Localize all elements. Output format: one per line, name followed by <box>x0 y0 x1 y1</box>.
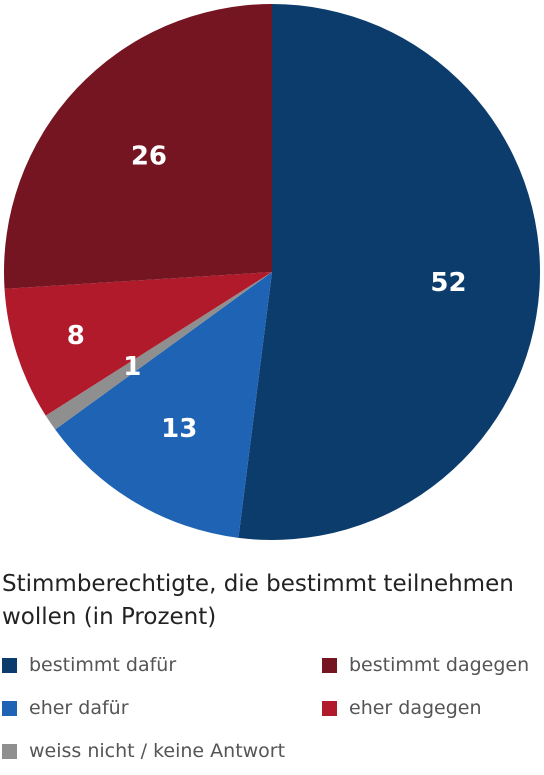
chart-title: Stimmberechtigte, die bestimmt teilnehme… <box>2 571 514 630</box>
legend-item-bestimmt-dafür: bestimmt dafür <box>2 654 176 676</box>
legend-label: eher dagegen <box>349 697 482 719</box>
legend-item-weiss-nicht-keine-antwort: weiss nicht / keine Antwort <box>2 740 285 762</box>
data-label-eher-dagegen: 8 <box>67 321 85 351</box>
pie-chart: 52 13 1 8 26 <box>3 4 540 540</box>
legend-item-eher-dafür: eher dafür <box>2 697 129 719</box>
legend-label: bestimmt dagegen <box>349 654 530 676</box>
pie-slice-bestimmt-dagegen <box>3 4 272 289</box>
pie-slice-weiss-nicht-keine-antwort <box>45 272 272 430</box>
legend-label: eher dafür <box>29 697 129 719</box>
legend-label: weiss nicht / keine Antwort <box>29 740 286 762</box>
pie-slice-eher-dagegen <box>4 272 272 416</box>
data-label-bestimmt-dafür: 52 <box>430 268 466 298</box>
pie-slices <box>3 4 540 540</box>
pie-slice-bestimmt-dafür <box>238 4 540 540</box>
legend-swatch <box>2 700 17 716</box>
legend-swatch <box>322 657 337 673</box>
legend-label: bestimmt dafür <box>29 654 177 676</box>
data-label-bestimmt-dagegen: 26 <box>131 141 167 171</box>
legend-item-bestimmt-dagegen: bestimmt dagegen <box>322 654 529 676</box>
data-label-eher-dafür: 13 <box>161 414 197 444</box>
legend-swatch <box>322 700 337 716</box>
legend-item-eher-dagegen: eher dagegen <box>322 697 482 719</box>
pie-slice-labels: 52 13 1 8 26 <box>67 141 467 443</box>
legend-swatch <box>2 743 17 759</box>
data-label-weiss-nicht-keine-antwort: 1 <box>123 352 141 382</box>
legend-swatch <box>2 657 17 673</box>
pie-slice-eher-dafür <box>55 272 273 538</box>
